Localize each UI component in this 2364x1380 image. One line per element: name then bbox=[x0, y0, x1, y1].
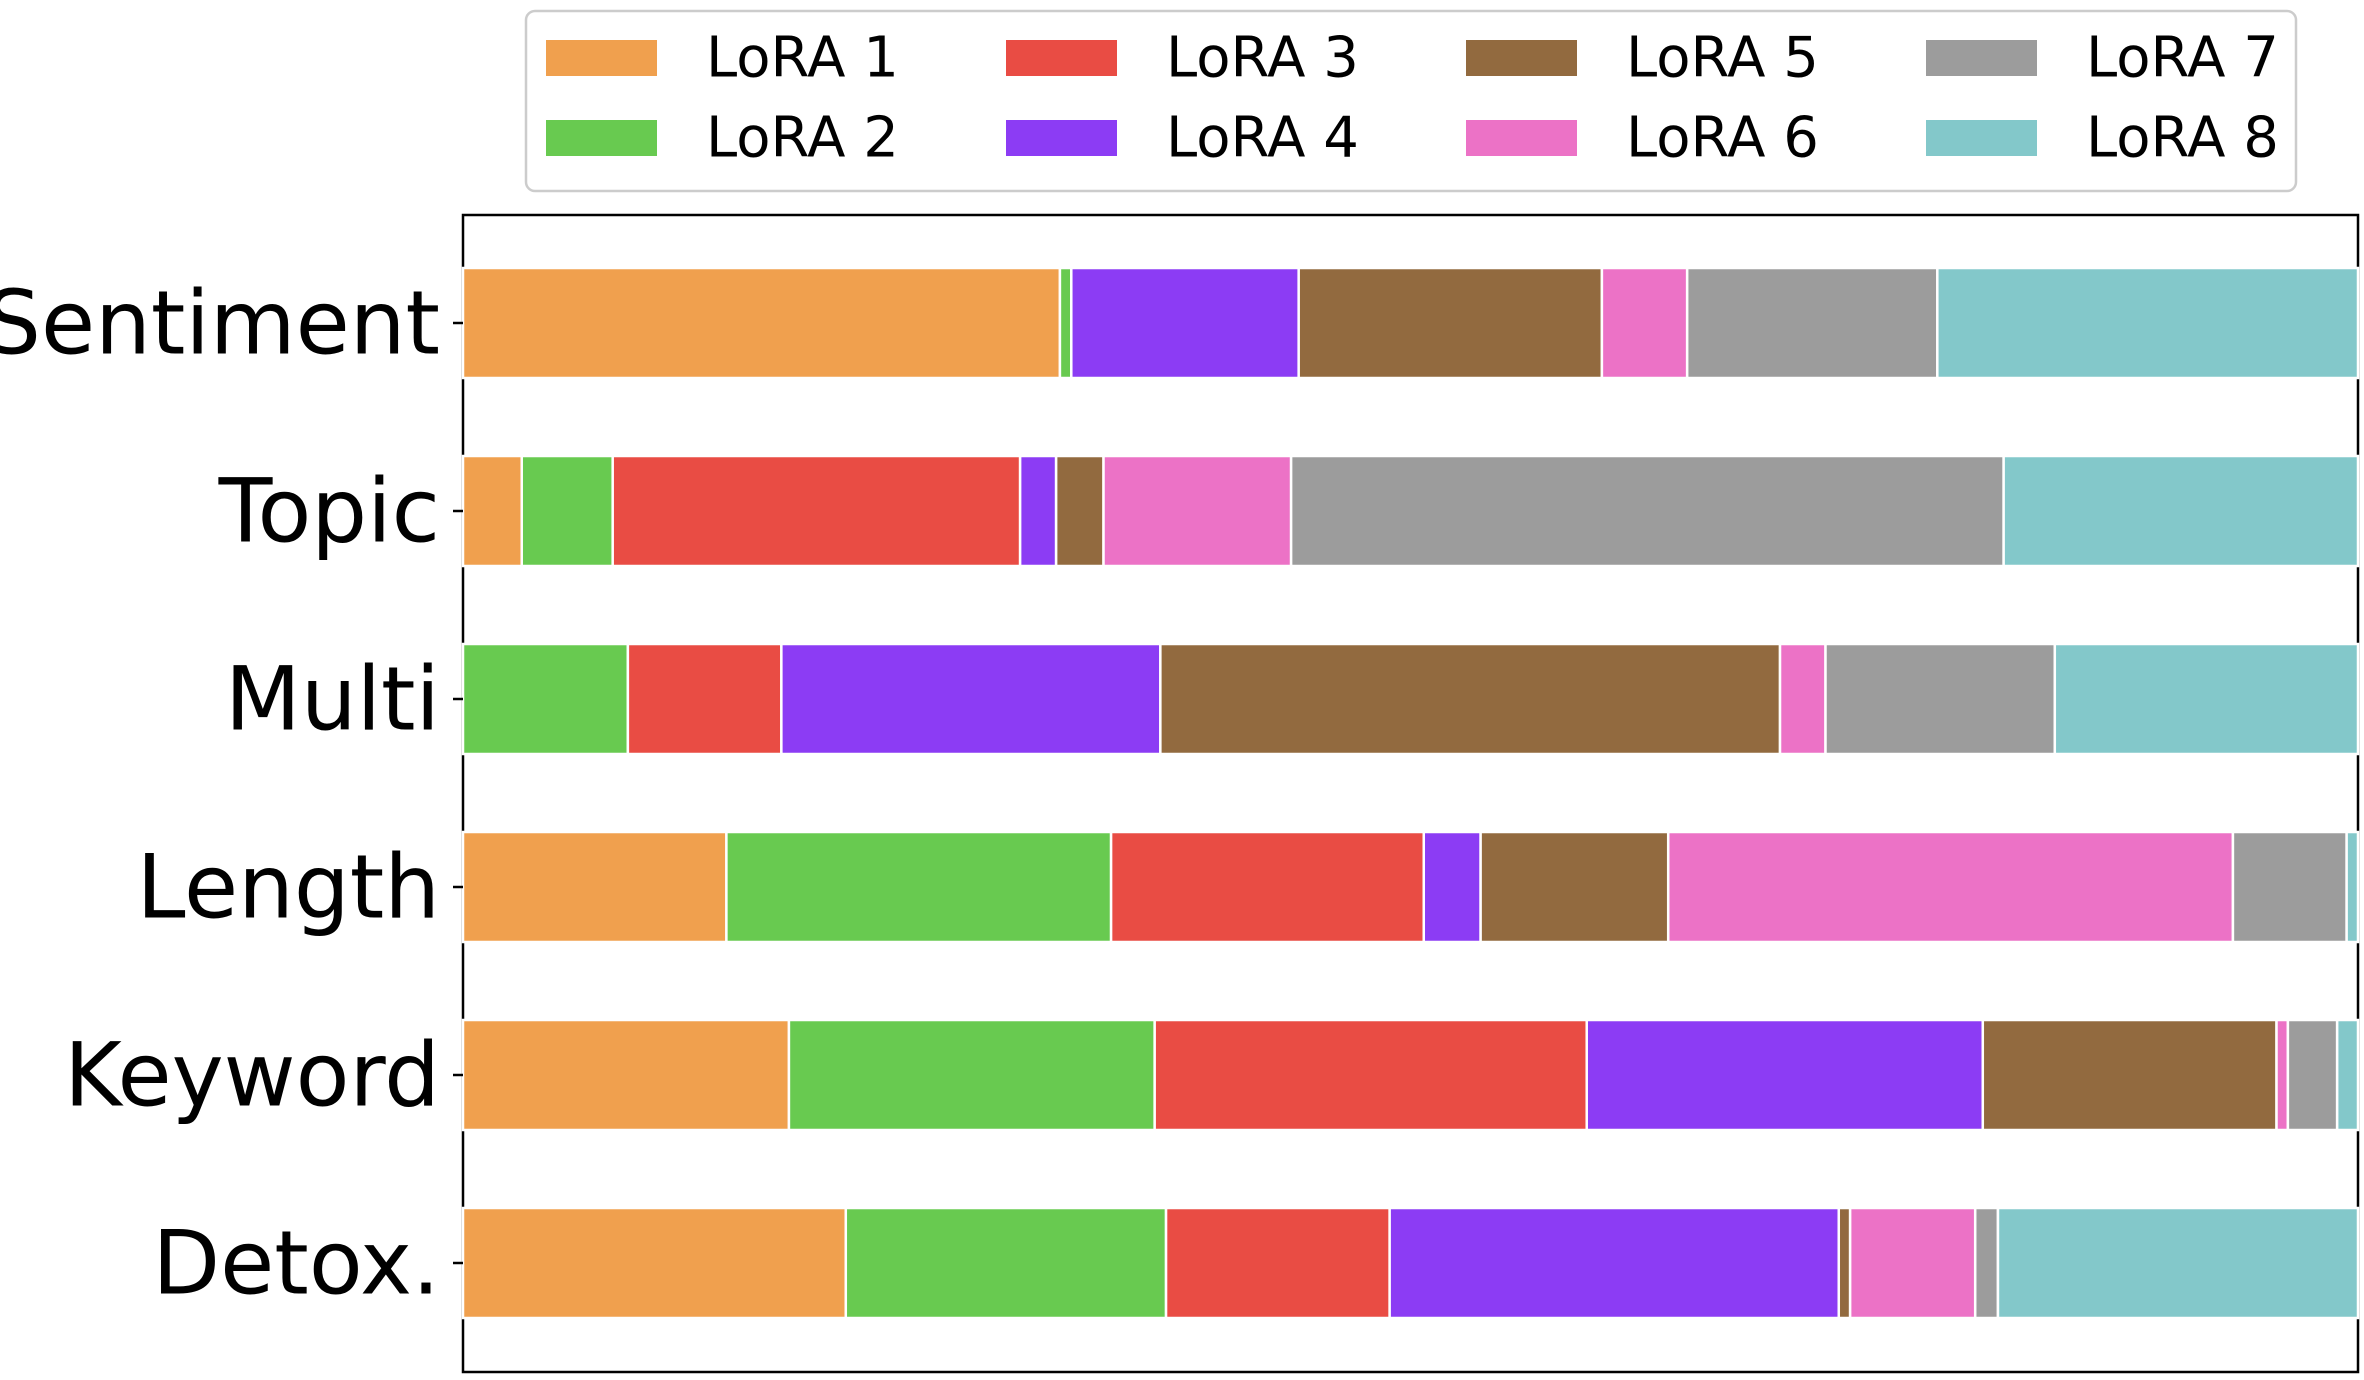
bar-segment-detox-lora-4 bbox=[1388, 1206, 1841, 1320]
legend-swatch-lora-2 bbox=[546, 120, 657, 156]
legend-swatch-lora-3 bbox=[1006, 40, 1117, 76]
bar-segment-topic-lora-2 bbox=[520, 454, 614, 568]
bar-segment-topic-lora-3 bbox=[611, 454, 1022, 568]
bar-segment-topic-lora-4 bbox=[1018, 454, 1058, 568]
bar-segment-multi-lora-7 bbox=[1824, 642, 2057, 756]
bar-segment-sentiment-lora-4 bbox=[1070, 266, 1300, 380]
bar-segment-detox-lora-1 bbox=[461, 1206, 848, 1320]
bar-segment-sentiment-lora-1 bbox=[461, 266, 1062, 380]
bar-segment-multi-lora-6 bbox=[1778, 642, 1827, 756]
legend-swatch-lora-1 bbox=[546, 40, 657, 76]
bar-segment-length-lora-2 bbox=[725, 830, 1113, 944]
legend-label-lora-7: LoRA 7 bbox=[2086, 26, 2279, 91]
bar-segment-keyword-lora-2 bbox=[787, 1018, 1156, 1132]
bar-segment-keyword-lora-7 bbox=[2286, 1018, 2339, 1132]
legend-label-lora-3: LoRA 3 bbox=[1166, 26, 1359, 91]
bar-segment-length-lora-1 bbox=[461, 830, 728, 944]
bar-segment-keyword-lora-5 bbox=[1981, 1018, 2278, 1132]
legend-swatch-lora-5 bbox=[1466, 40, 1577, 76]
bar-segment-keyword-lora-6 bbox=[2275, 1018, 2290, 1132]
category-label: Multi bbox=[225, 648, 440, 751]
bar-segment-detox-lora-3 bbox=[1164, 1206, 1391, 1320]
legend-frame bbox=[524, 9, 2298, 193]
bar-segment-detox-lora-5 bbox=[1837, 1206, 1852, 1320]
category-axis: Sentiment Topic Multi Length Keyword Detox. bbox=[0, 272, 463, 1315]
bar-segment-topic-lora-5 bbox=[1054, 454, 1105, 568]
category-label: Detox. bbox=[152, 1212, 440, 1315]
legend-label-lora-4: LoRA 4 bbox=[1166, 106, 1359, 171]
bar-segment-length-lora-4 bbox=[1422, 830, 1482, 944]
bar-segment-length-lora-6 bbox=[1666, 830, 2235, 944]
legend-label-lora-6: LoRA 6 bbox=[1626, 106, 1819, 171]
plot-frame bbox=[461, 213, 2360, 1374]
bar-segment-sentiment-lora-2 bbox=[1058, 266, 1073, 380]
bars-group bbox=[461, 266, 2360, 1320]
bar-segment-multi-lora-5 bbox=[1159, 642, 1782, 756]
bar-segment-topic-lora-8 bbox=[2002, 454, 2360, 568]
bar-segment-detox-lora-7 bbox=[1973, 1206, 2000, 1320]
bar-segment-detox-lora-2 bbox=[844, 1206, 1168, 1320]
category-label: Sentiment bbox=[0, 272, 440, 375]
bar-segment-keyword-lora-3 bbox=[1153, 1018, 1588, 1132]
category-label: Topic bbox=[218, 460, 440, 563]
legend-swatch-lora-6 bbox=[1466, 120, 1577, 156]
bar-segment-topic-lora-6 bbox=[1102, 454, 1293, 568]
category-label: Length bbox=[136, 836, 440, 939]
legend-swatch-lora-8 bbox=[1926, 120, 2037, 156]
bar-segment-length-lora-7 bbox=[2231, 830, 2348, 944]
legend-swatch-lora-4 bbox=[1006, 120, 1117, 156]
bar-segment-keyword-lora-4 bbox=[1585, 1018, 1985, 1132]
bar-segment-multi-lora-2 bbox=[461, 642, 630, 756]
bar-segment-sentiment-lora-5 bbox=[1297, 266, 1604, 380]
bar-segment-topic-lora-7 bbox=[1289, 454, 2005, 568]
bar-segment-detox-lora-6 bbox=[1848, 1206, 1977, 1320]
bar-segment-sentiment-lora-8 bbox=[1936, 266, 2360, 380]
bar-segment-topic-lora-1 bbox=[461, 454, 523, 568]
bar-segment-keyword-lora-1 bbox=[461, 1018, 791, 1132]
legend: LoRA 1 LoRA 2 LoRA 3 LoRA 4 LoRA 5 LoRA 6 LoRA… bbox=[524, 9, 2298, 193]
legend-swatch-lora-7 bbox=[1926, 40, 2037, 76]
legend-label-lora-2: LoRA 2 bbox=[706, 106, 899, 171]
bar-segment-multi-lora-8 bbox=[2053, 642, 2360, 756]
bar-segment-detox-lora-8 bbox=[1996, 1206, 2360, 1320]
bar-segment-keyword-lora-8 bbox=[2335, 1018, 2360, 1132]
bar-segment-length-lora-5 bbox=[1479, 830, 1670, 944]
legend-label-lora-8: LoRA 8 bbox=[2086, 106, 2279, 171]
bar-segment-sentiment-lora-6 bbox=[1600, 266, 1689, 380]
legend-label-lora-1: LoRA 1 bbox=[706, 26, 899, 91]
bar-segment-length-lora-8 bbox=[2345, 830, 2360, 944]
bar-segment-sentiment-lora-7 bbox=[1685, 266, 1939, 380]
legend-label-lora-5: LoRA 5 bbox=[1626, 26, 1819, 91]
bar-segment-length-lora-3 bbox=[1109, 830, 1426, 944]
bar-segment-multi-lora-4 bbox=[780, 642, 1162, 756]
bar-segment-multi-lora-3 bbox=[626, 642, 783, 756]
category-label: Keyword bbox=[64, 1024, 440, 1127]
